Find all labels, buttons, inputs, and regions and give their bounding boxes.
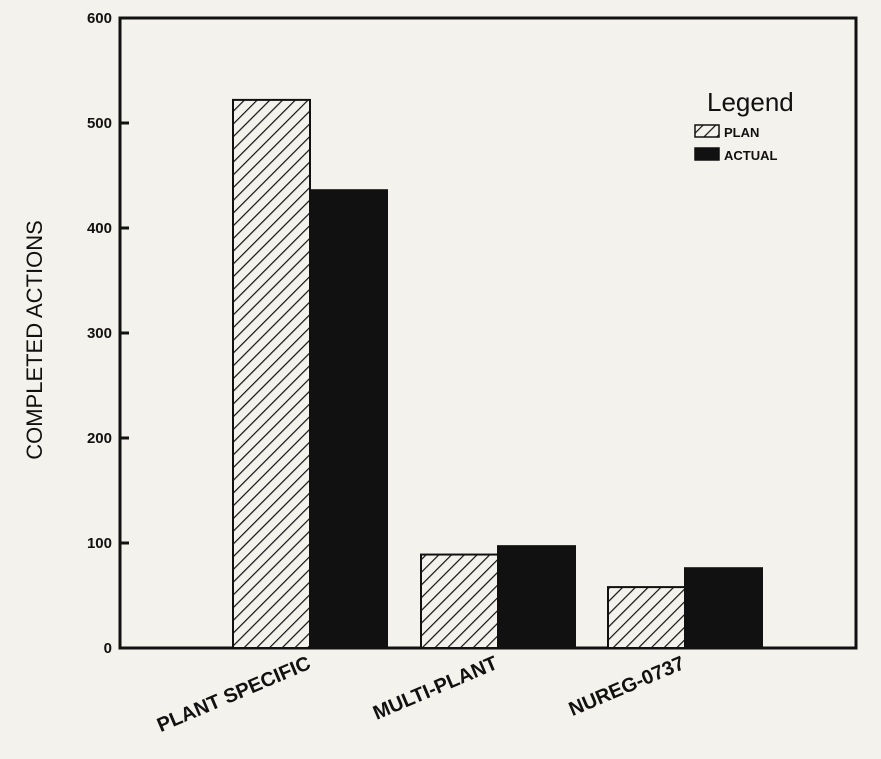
y-tick-label: 100 (87, 535, 112, 552)
bar-plan-1 (233, 100, 310, 648)
y-tick-label: 200 (87, 430, 112, 447)
x-category-label: MULTI-PLANT (370, 652, 501, 724)
y-axis-label: COMPLETED ACTIONS (22, 220, 47, 460)
bar-actual-1 (310, 190, 387, 648)
bar-plan-3 (608, 587, 685, 648)
legend: Legend PLAN ACTUAL (695, 87, 794, 163)
bar-plan-2 (421, 555, 498, 648)
legend-swatch-actual (695, 148, 719, 160)
x-category-label: NUREG-0737 (566, 652, 688, 720)
y-tick-label: 500 (87, 115, 112, 132)
legend-label-plan: PLAN (724, 125, 759, 140)
y-tick-label: 400 (87, 220, 112, 237)
bars-group (233, 100, 762, 648)
x-category-label: PLANT SPECIFIC (154, 652, 314, 737)
legend-title: Legend (707, 87, 794, 117)
legend-swatch-plan (695, 125, 719, 137)
bar-actual-3 (685, 568, 762, 648)
y-tick-label: 600 (87, 10, 112, 27)
y-tick-label: 0 (104, 640, 112, 657)
x-axis-labels: PLANT SPECIFIC MULTI-PLANT NUREG-0737 (154, 652, 688, 737)
y-tick-label: 300 (87, 325, 112, 342)
bar-actual-2 (498, 546, 575, 648)
legend-label-actual: ACTUAL (724, 148, 777, 163)
y-axis: 0 100 200 300 400 500 600 (87, 10, 129, 657)
